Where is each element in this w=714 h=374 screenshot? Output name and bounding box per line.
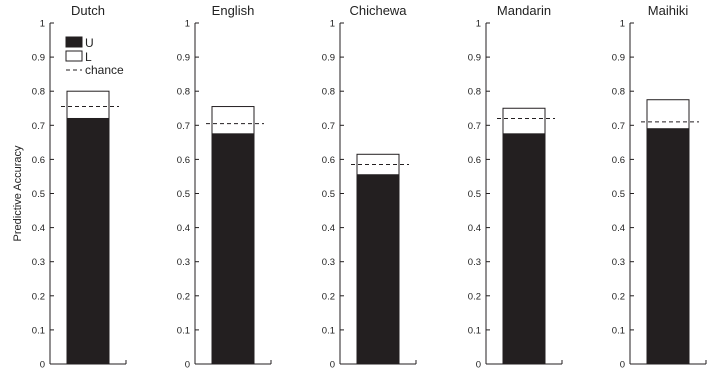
y-tick-label: 0.5 [32,189,45,200]
y-tick-label: 0 [40,360,45,371]
y-tick-label: 0.6 [322,155,335,166]
y-tick-label: 1 [185,19,190,30]
panel-dutch: 0 0.1 0.2 0.3 0.4 0.5 0.6 0.7 0.8 0.9 1 Dutch [32,3,127,371]
y-tick-label: 0.8 [177,87,190,98]
y-tick-label: 0.3 [32,257,45,268]
y-tick-label: 0.6 [468,155,481,166]
legend-label-chance: chance [85,63,124,77]
y-axis-label: Predictive Accuracy [12,145,24,241]
y-tick-label: 0 [620,360,625,371]
y-tick-label: 0.7 [32,121,45,132]
y-tick-label: 0.1 [32,325,45,336]
y-tick-label: 0.4 [32,223,45,234]
bar-u-english [211,133,255,365]
bar-u-mandarin [502,133,546,365]
y-tick-label: 0.2 [32,291,45,302]
panel-title: English [212,3,255,18]
y-tick-label: 0.6 [177,155,190,166]
y-tick-label: 0.2 [177,291,190,302]
y-tick-label: 0.4 [612,223,625,234]
y-tick-label: 0.8 [612,87,625,98]
y-tick-label: 0.9 [322,53,335,64]
y-tick-label: 0 [476,360,481,371]
y-tick-label: 0.3 [322,257,335,268]
y-tick-label: 0.7 [468,121,481,132]
y-tick-label: 0.2 [612,291,625,302]
y-tick-label: 0.4 [468,223,481,234]
panel-maihiki: 0 0.1 0.2 0.3 0.4 0.5 0.6 0.7 0.8 0.9 1 Maihiki [612,3,707,371]
y-tick-label: 0.1 [612,325,625,336]
y-tick-label: 0.5 [468,189,481,200]
y-tick-label: 0.9 [32,53,45,64]
bar-u-dutch [66,117,110,365]
y-tick-label: 1 [40,19,45,30]
legend-label-u: U [85,36,94,50]
bar-u-chichewa [356,174,400,365]
y-tick-label: 0.3 [177,257,190,268]
y-tick-label: 0.2 [322,291,335,302]
y-tick-label: 0.5 [612,189,625,200]
y-tick-label: 0 [330,360,335,371]
y-tick-label: 0.8 [468,87,481,98]
y-tick-label: 0.8 [322,87,335,98]
y-tick-label: 0.4 [322,223,335,234]
y-tick-label: 0.9 [468,53,481,64]
legend-label-l: L [85,50,92,64]
y-tick-label: 0.5 [177,189,190,200]
y-tick-label: 0.7 [322,121,335,132]
panel-title: Dutch [71,3,105,18]
y-tick-label: 1 [476,19,481,30]
panel-title: Mandarin [497,3,551,18]
legend-swatch-l [65,50,83,62]
panel-title: Chichewa [349,3,407,18]
y-tick-label: 0.2 [468,291,481,302]
y-tick-label: 0.1 [468,325,481,336]
y-tick-label: 0 [185,360,190,371]
y-tick-label: 0.3 [612,257,625,268]
y-tick-label: 0.6 [612,155,625,166]
y-tick-label: 0.1 [177,325,190,336]
y-tick-label: 0.4 [177,223,190,234]
panel-english: 0 0.1 0.2 0.3 0.4 0.5 0.6 0.7 0.8 0.9 1 English [177,3,272,371]
y-tick-label: 0.9 [612,53,625,64]
y-tick-label: 1 [330,19,335,30]
y-tick-label: 1 [620,19,625,30]
panel-title: Maihiki [648,3,689,18]
panel-mandarin: 0 0.1 0.2 0.3 0.4 0.5 0.6 0.7 0.8 0.9 1 Mandarin [468,3,563,371]
legend-swatch-u [65,36,83,48]
y-tick-label: 0.1 [322,325,335,336]
y-tick-label: 0.8 [32,87,45,98]
bar-u-maihiki [646,128,690,365]
y-tick-label: 0.9 [177,53,190,64]
y-tick-label: 0.5 [322,189,335,200]
y-tick-label: 0.7 [177,121,190,132]
panel-chichewa: 0 0.1 0.2 0.3 0.4 0.5 0.6 0.7 0.8 0.9 1 Chichewa [322,3,417,371]
y-tick-label: 0.6 [32,155,45,166]
panels: 0 0.1 0.2 0.3 0.4 0.5 0.6 0.7 0.8 0.9 1 Dutch 0 0.1 0.… [32,3,707,371]
y-tick-label: 0.3 [468,257,481,268]
y-tick-label: 0.7 [612,121,625,132]
